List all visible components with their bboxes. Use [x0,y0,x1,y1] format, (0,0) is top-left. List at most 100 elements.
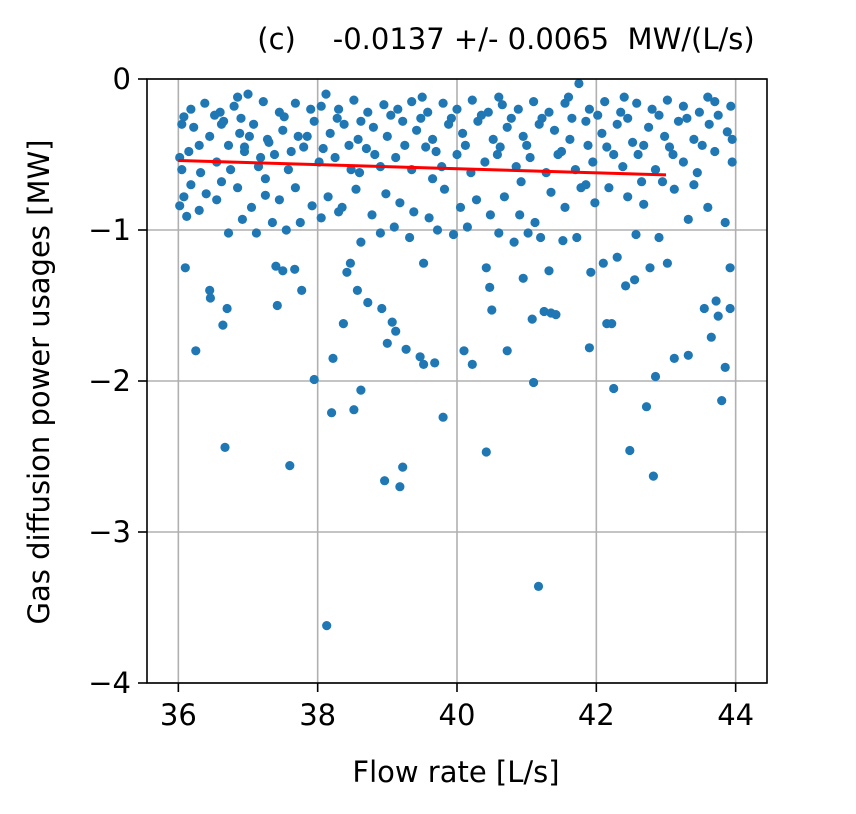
data-point [471,195,482,205]
data-point [260,174,270,184]
data-point [416,113,426,123]
data-point [602,142,612,152]
data-point [544,266,554,276]
data-point [244,131,254,141]
data-point [258,97,268,107]
data-point [380,476,390,486]
data-point [625,445,635,456]
data-point [346,165,356,175]
data-point [375,228,385,238]
data-point [539,306,549,317]
data-point [717,396,727,406]
data-point [223,228,234,238]
data-point [322,621,332,631]
data-point [623,113,633,123]
data-point [553,149,563,160]
data-point [586,267,596,277]
x-tick-label: 38 [299,698,336,732]
trend-line [178,159,667,177]
data-point [438,98,448,108]
data-point [356,385,366,395]
data-point [391,326,401,336]
data-point [459,346,469,356]
data-point [494,228,504,238]
data-point [267,217,277,228]
data-point [327,408,337,418]
data-point [509,237,519,247]
data-point [334,104,344,114]
data-point [446,113,456,123]
data-point [356,116,366,126]
data-point [407,97,417,107]
data-point [321,89,331,99]
data-point [271,261,281,271]
data-point [246,202,257,212]
data-point [421,142,431,152]
data-point [274,195,284,205]
data-point [600,97,610,107]
data-point [323,192,333,202]
data-point [417,92,427,102]
data-point [302,131,312,141]
data-point [669,184,679,194]
data-point [186,104,196,114]
data-point [189,122,199,132]
data-point [286,146,296,157]
data-point [598,258,608,268]
data-point [682,113,692,123]
data-point [697,140,707,150]
data-point [370,149,380,160]
data-point [699,303,709,314]
data-point [499,192,509,202]
data-point [316,101,326,111]
data-point [290,183,300,193]
data-point [431,146,441,157]
data-point [546,187,556,197]
data-point [389,222,399,232]
data-point [511,162,521,172]
data-point [654,110,664,120]
data-point [660,131,670,141]
data-point [272,300,282,311]
data-point [590,198,600,208]
data-point [476,110,486,120]
data-point [544,107,554,117]
data-point [428,174,438,184]
data-point [481,263,491,273]
data-point [495,142,505,152]
data-point [223,140,234,150]
data-point [325,128,335,138]
data-point [307,201,317,211]
data-point [229,101,239,111]
data-point [196,168,206,178]
data-point [727,134,737,144]
data-point [678,101,689,111]
data-point [345,258,355,268]
data-point [179,112,189,122]
data-point [581,180,591,190]
data-point [439,184,450,194]
data-point [233,183,243,193]
data-point [216,119,227,129]
data-point [616,107,626,117]
chart-title: (c) -0.0137 +/- 0.0065 MW/(L/s) [257,22,754,56]
data-point [438,412,448,422]
data-point [382,338,392,348]
data-point [488,134,498,144]
data-point [494,92,504,102]
data-point [703,202,713,212]
data-point [513,104,523,114]
data-point [632,98,642,108]
data-point [650,371,661,382]
data-point [694,107,705,117]
data-point [430,358,440,368]
data-point [487,305,497,315]
data-point [419,359,429,369]
data-point [452,104,462,114]
data-point [713,311,723,321]
data-point [428,134,438,144]
data-point [597,128,607,138]
data-point [650,165,661,175]
data-point [381,189,391,199]
